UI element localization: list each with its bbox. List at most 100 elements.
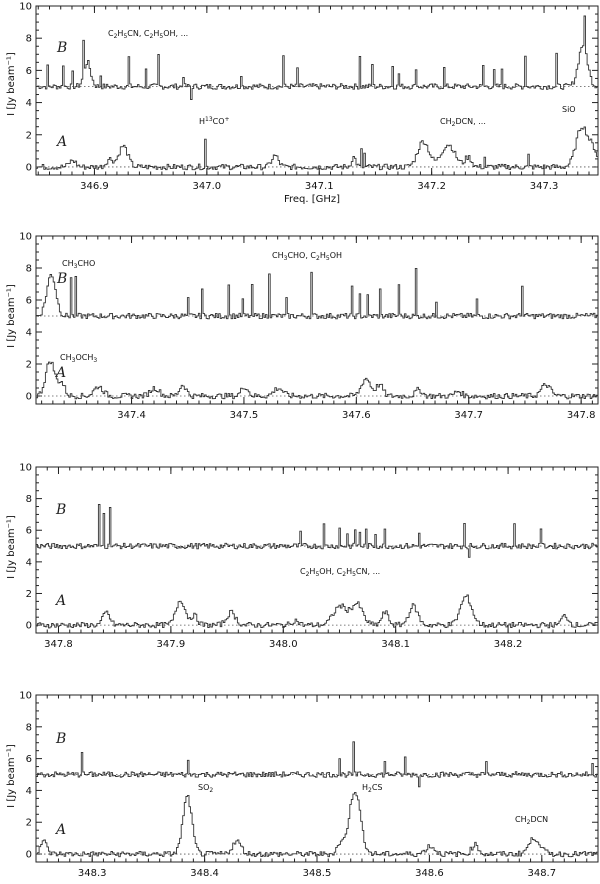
- panel-2-frame: [35, 235, 599, 405]
- panel-3-label-a: A: [54, 593, 66, 609]
- ytick-label: 6: [26, 526, 32, 537]
- xtick-label: 348.2: [494, 639, 523, 650]
- svg-text:CH3CHO: CH3CHO: [62, 259, 95, 270]
- xtick-label: 347.1: [305, 181, 334, 192]
- panel-3-ylabel: I [Jy beam⁻¹]: [6, 515, 17, 579]
- ytick-label: 2: [26, 818, 32, 829]
- panel-1-annot-sio: SiO: [562, 105, 576, 114]
- ytick-label: 0: [26, 850, 32, 861]
- svg-text:CH3CHO, C2H5OH: CH3CHO, C2H5OH: [272, 251, 342, 262]
- panel-4-annot-ch2dcn: CH2DCN: [515, 815, 548, 826]
- ytick-label: 4: [26, 786, 32, 797]
- spectrum-a: [36, 791, 599, 858]
- panel-4: 0 2 4 6 8 10 I [Jy beam⁻¹] B A SO2 H2CS CH2DC…: [6, 691, 599, 879]
- xtick-label: 346.9: [80, 181, 109, 192]
- panel-2-ylabel: I [Jy beam⁻¹]: [6, 284, 17, 348]
- panel-4-label-a: A: [54, 822, 66, 838]
- ytick-label: 4: [26, 328, 32, 339]
- ytick-label: 8: [26, 722, 32, 733]
- panel-4-yticklabels: 0 2 4 6 8 10: [19, 691, 32, 861]
- xtick-label: 348.5: [303, 868, 332, 879]
- svg-text:SO2: SO2: [198, 783, 213, 794]
- panel-4-annot-h2cs: H2CS: [362, 783, 383, 794]
- panel-4-label-b: B: [55, 731, 66, 747]
- ytick-label: 2: [26, 589, 32, 600]
- panel-1-xlabel: Freq. [GHz]: [284, 194, 340, 205]
- panel-3: 0 2 4 6 8 10 I [Jy beam⁻¹] B A C2H5OH, C2H5CN…: [6, 463, 599, 650]
- panel-2-label-a: A: [54, 365, 66, 381]
- panel-1-frame: [35, 5, 599, 176]
- svg-text:CH3OCH3: CH3OCH3: [60, 353, 97, 364]
- svg-text:C2H5OH, C2H5CN, ...: C2H5OH, C2H5CN, ...: [300, 567, 380, 578]
- panel-1-annot-b-mols: C2H5CN, C2H5OH, ...: [108, 29, 188, 40]
- ytick-label: 8: [26, 34, 32, 45]
- xtick-label: 348.3: [78, 868, 107, 879]
- ytick-label: 6: [26, 296, 32, 307]
- panel-4-frame: [35, 694, 599, 863]
- panel-1-annot-h13co: H13CO+: [199, 116, 230, 126]
- panel-1-annot-ch2dcn: CH2DCN, ...: [440, 117, 486, 128]
- ytick-label: 4: [26, 557, 32, 568]
- ytick-label: 0: [26, 162, 32, 173]
- ytick-label: 8: [26, 494, 32, 505]
- xtick-label: 347.0: [193, 181, 222, 192]
- xtick-label: 347.3: [530, 181, 559, 192]
- panel-1-ylabel: I [Jy beam⁻¹]: [6, 52, 17, 116]
- svg-text:H2CS: H2CS: [362, 783, 383, 794]
- ytick-label: 4: [26, 98, 32, 109]
- xtick-label: 348.0: [269, 639, 298, 650]
- ytick-label: 8: [26, 264, 32, 275]
- panel-1-label-a: A: [55, 134, 67, 150]
- xtick-label: 347.5: [230, 410, 259, 421]
- panel-1-yticklabels: 0 2 4 6 8 10: [19, 2, 32, 174]
- ytick-label: 2: [26, 360, 32, 371]
- spectrum-b: [36, 267, 599, 320]
- xtick-label: 347.8: [44, 639, 73, 650]
- ytick-label: 6: [26, 754, 32, 765]
- spectrum-a: [36, 594, 599, 629]
- panel-2-label-b: B: [56, 271, 67, 287]
- ytick-label: 10: [19, 2, 32, 13]
- spectrum-b: [36, 504, 599, 558]
- xtick-label: 347.8: [567, 410, 596, 421]
- svg-text:C2H5CN, C2H5OH, ...: C2H5CN, C2H5OH, ...: [108, 29, 188, 40]
- svg-text:H13CO+: H13CO+: [199, 116, 230, 126]
- ytick-label: 10: [19, 232, 32, 243]
- panel-1-label-b: B: [56, 40, 67, 56]
- svg-text:CH2DCN: CH2DCN: [515, 815, 548, 826]
- xtick-label: 347.6: [342, 410, 371, 421]
- spectrum-b: [36, 15, 599, 100]
- ytick-label: 6: [26, 66, 32, 77]
- panel-2-annot-ch3cho: CH3CHO: [62, 259, 95, 270]
- spectrum-a: [36, 126, 599, 171]
- panel-4-ylabel: I [Jy beam⁻¹]: [6, 744, 17, 808]
- xtick-label: 348.4: [190, 868, 219, 879]
- spectrum-a: [36, 361, 599, 400]
- panel-4-annot-so2: SO2: [198, 783, 213, 794]
- panel-2-annot-ch3och3: CH3OCH3: [60, 353, 97, 364]
- panel-2-annot-b-mols: CH3CHO, C2H5OH: [272, 251, 342, 262]
- spectrum-b: [36, 741, 599, 788]
- svg-text:CH2DCN, ...: CH2DCN, ...: [440, 117, 486, 128]
- xtick-label: 347.4: [117, 410, 146, 421]
- ytick-label: 10: [19, 463, 32, 474]
- xtick-label: 348.6: [415, 868, 444, 879]
- xtick-label: 347.9: [157, 639, 186, 650]
- xtick-label: 348.7: [527, 868, 556, 879]
- panel-1: 0 2 4 6 8 10 I [Jy beam⁻¹] Freq. [GHz] B A C2…: [6, 2, 599, 205]
- ytick-label: 0: [26, 621, 32, 632]
- ytick-label: 10: [19, 691, 32, 702]
- ytick-label: 0: [26, 392, 32, 403]
- panel-3-label-b: B: [55, 502, 66, 518]
- panel-3-frame: [35, 466, 599, 634]
- xtick-label: 348.1: [381, 639, 410, 650]
- xtick-label: 347.7: [454, 410, 483, 421]
- ytick-label: 2: [26, 130, 32, 141]
- xtick-label: 347.2: [417, 181, 446, 192]
- panel-2: 0 2 4 6 8 10 I [Jy beam⁻¹] B A CH3CHO CH3CHO,…: [6, 232, 599, 421]
- panel-2-yticklabels: 0 2 4 6 8 10: [19, 232, 32, 403]
- panel-3-annot-mols: C2H5OH, C2H5CN, ...: [300, 567, 380, 578]
- panel-3-yticklabels: 0 2 4 6 8 10: [19, 463, 32, 632]
